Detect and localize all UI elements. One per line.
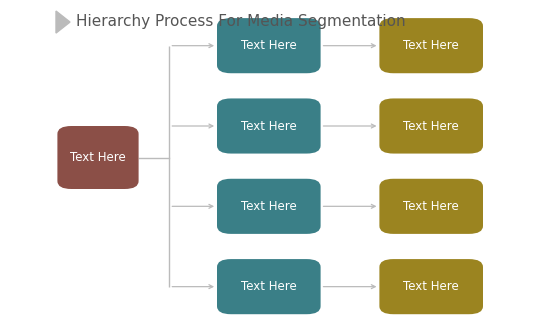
Text: Text Here: Text Here <box>241 119 297 133</box>
Text: Text Here: Text Here <box>241 39 297 52</box>
FancyBboxPatch shape <box>217 18 320 73</box>
FancyBboxPatch shape <box>380 98 483 154</box>
FancyBboxPatch shape <box>217 98 320 154</box>
FancyBboxPatch shape <box>57 126 138 189</box>
FancyBboxPatch shape <box>380 259 483 314</box>
Text: Text Here: Text Here <box>403 200 459 213</box>
Text: Text Here: Text Here <box>403 119 459 133</box>
FancyBboxPatch shape <box>380 18 483 73</box>
Polygon shape <box>56 11 70 33</box>
Text: Text Here: Text Here <box>241 200 297 213</box>
FancyBboxPatch shape <box>380 179 483 234</box>
Text: Text Here: Text Here <box>70 151 126 164</box>
Text: Hierarchy Process For Media Segmentation: Hierarchy Process For Media Segmentation <box>76 14 405 29</box>
Text: Text Here: Text Here <box>403 280 459 293</box>
Text: Text Here: Text Here <box>403 39 459 52</box>
FancyBboxPatch shape <box>217 179 320 234</box>
FancyBboxPatch shape <box>217 259 320 314</box>
Text: Text Here: Text Here <box>241 280 297 293</box>
